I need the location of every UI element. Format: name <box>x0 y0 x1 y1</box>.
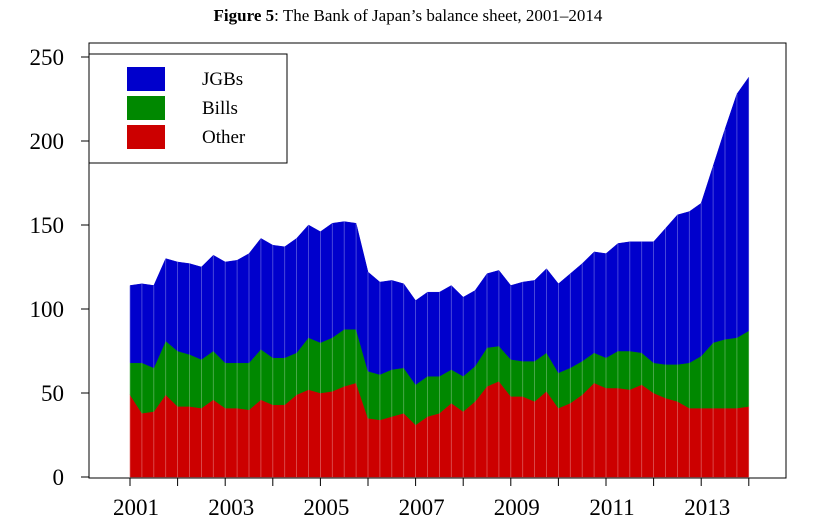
legend-label-bills: Bills <box>202 98 238 119</box>
area-jgbs <box>129 76 750 385</box>
y-tick-label: 50 <box>41 381 64 406</box>
legend-label-jgbs: JGBs <box>202 69 243 90</box>
y-tick-label: 200 <box>30 129 65 154</box>
legend-swatch-bills <box>127 96 165 120</box>
figure-number: Figure 5 <box>213 6 275 25</box>
y-tick-label: 100 <box>30 297 65 322</box>
legend-label-other: Other <box>202 127 246 148</box>
x-tick-label: 2013 <box>684 495 730 520</box>
plot-frame <box>88 42 787 479</box>
legend-swatch-other <box>127 125 165 149</box>
y-tick-label: 150 <box>30 213 65 238</box>
y-tick-label: 0 <box>53 465 65 490</box>
legend-box <box>88 53 288 164</box>
x-tick-label: 2003 <box>208 495 254 520</box>
chart-title: Figure 5: The Bank of Japan’s balance sh… <box>0 6 816 26</box>
y-tick-label: 250 <box>30 45 65 70</box>
x-tick-label: 2001 <box>113 495 159 520</box>
x-tick-label: 2011 <box>589 495 634 520</box>
legend-swatch-jgbs <box>127 67 165 91</box>
x-tick-label: 2009 <box>494 495 540 520</box>
figure-caption: : The Bank of Japan’s balance sheet, 200… <box>274 6 603 25</box>
x-tick-label: 2007 <box>399 495 445 520</box>
x-tick-label: 2005 <box>303 495 349 520</box>
